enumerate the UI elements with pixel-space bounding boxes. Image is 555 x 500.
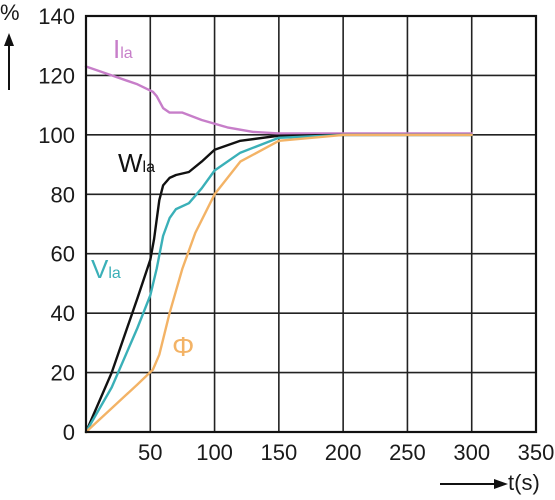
- y-tick-label: 0: [63, 420, 75, 445]
- x-axis-arrow-icon: [440, 479, 508, 489]
- x-tick-label: 50: [138, 440, 162, 465]
- series-labels: Ila Wla Vla Φ: [91, 34, 194, 362]
- x-tick-label: 300: [453, 440, 490, 465]
- plot-frame: [84, 14, 538, 434]
- x-tick-label: 350: [518, 440, 555, 465]
- y-tick-label: 40: [51, 301, 75, 326]
- series-label: Vla: [91, 254, 121, 284]
- y-axis-unit: %: [0, 0, 20, 25]
- y-tick-label: 20: [51, 361, 75, 386]
- series-line: [84, 133, 473, 434]
- series-label: Wla: [118, 148, 155, 178]
- y-tick-label: 120: [38, 63, 75, 88]
- plot-border: [84, 14, 538, 434]
- x-axis-unit: t(s): [508, 470, 540, 495]
- y-tick-label: 80: [51, 182, 75, 207]
- tick-labels: 0 20 40 60 80 100 120 140 50 100 150 200 250 300 350: [38, 4, 554, 465]
- x-tick-label: 250: [389, 440, 426, 465]
- y-tick-label: 60: [51, 242, 75, 267]
- x-tick-label: 200: [325, 440, 362, 465]
- y-axis-arrow-icon: [4, 33, 14, 90]
- series-line: [84, 133, 473, 434]
- x-tick-label: 100: [196, 440, 233, 465]
- series-label: Φ: [172, 331, 194, 362]
- y-tick-label: 140: [38, 4, 75, 29]
- series-line: [84, 133, 473, 434]
- series-group: [84, 65, 473, 434]
- y-tick-label: 100: [38, 123, 75, 148]
- x-tick-label: 150: [260, 440, 297, 465]
- series-label: Ila: [113, 34, 133, 64]
- series-line: [84, 65, 473, 135]
